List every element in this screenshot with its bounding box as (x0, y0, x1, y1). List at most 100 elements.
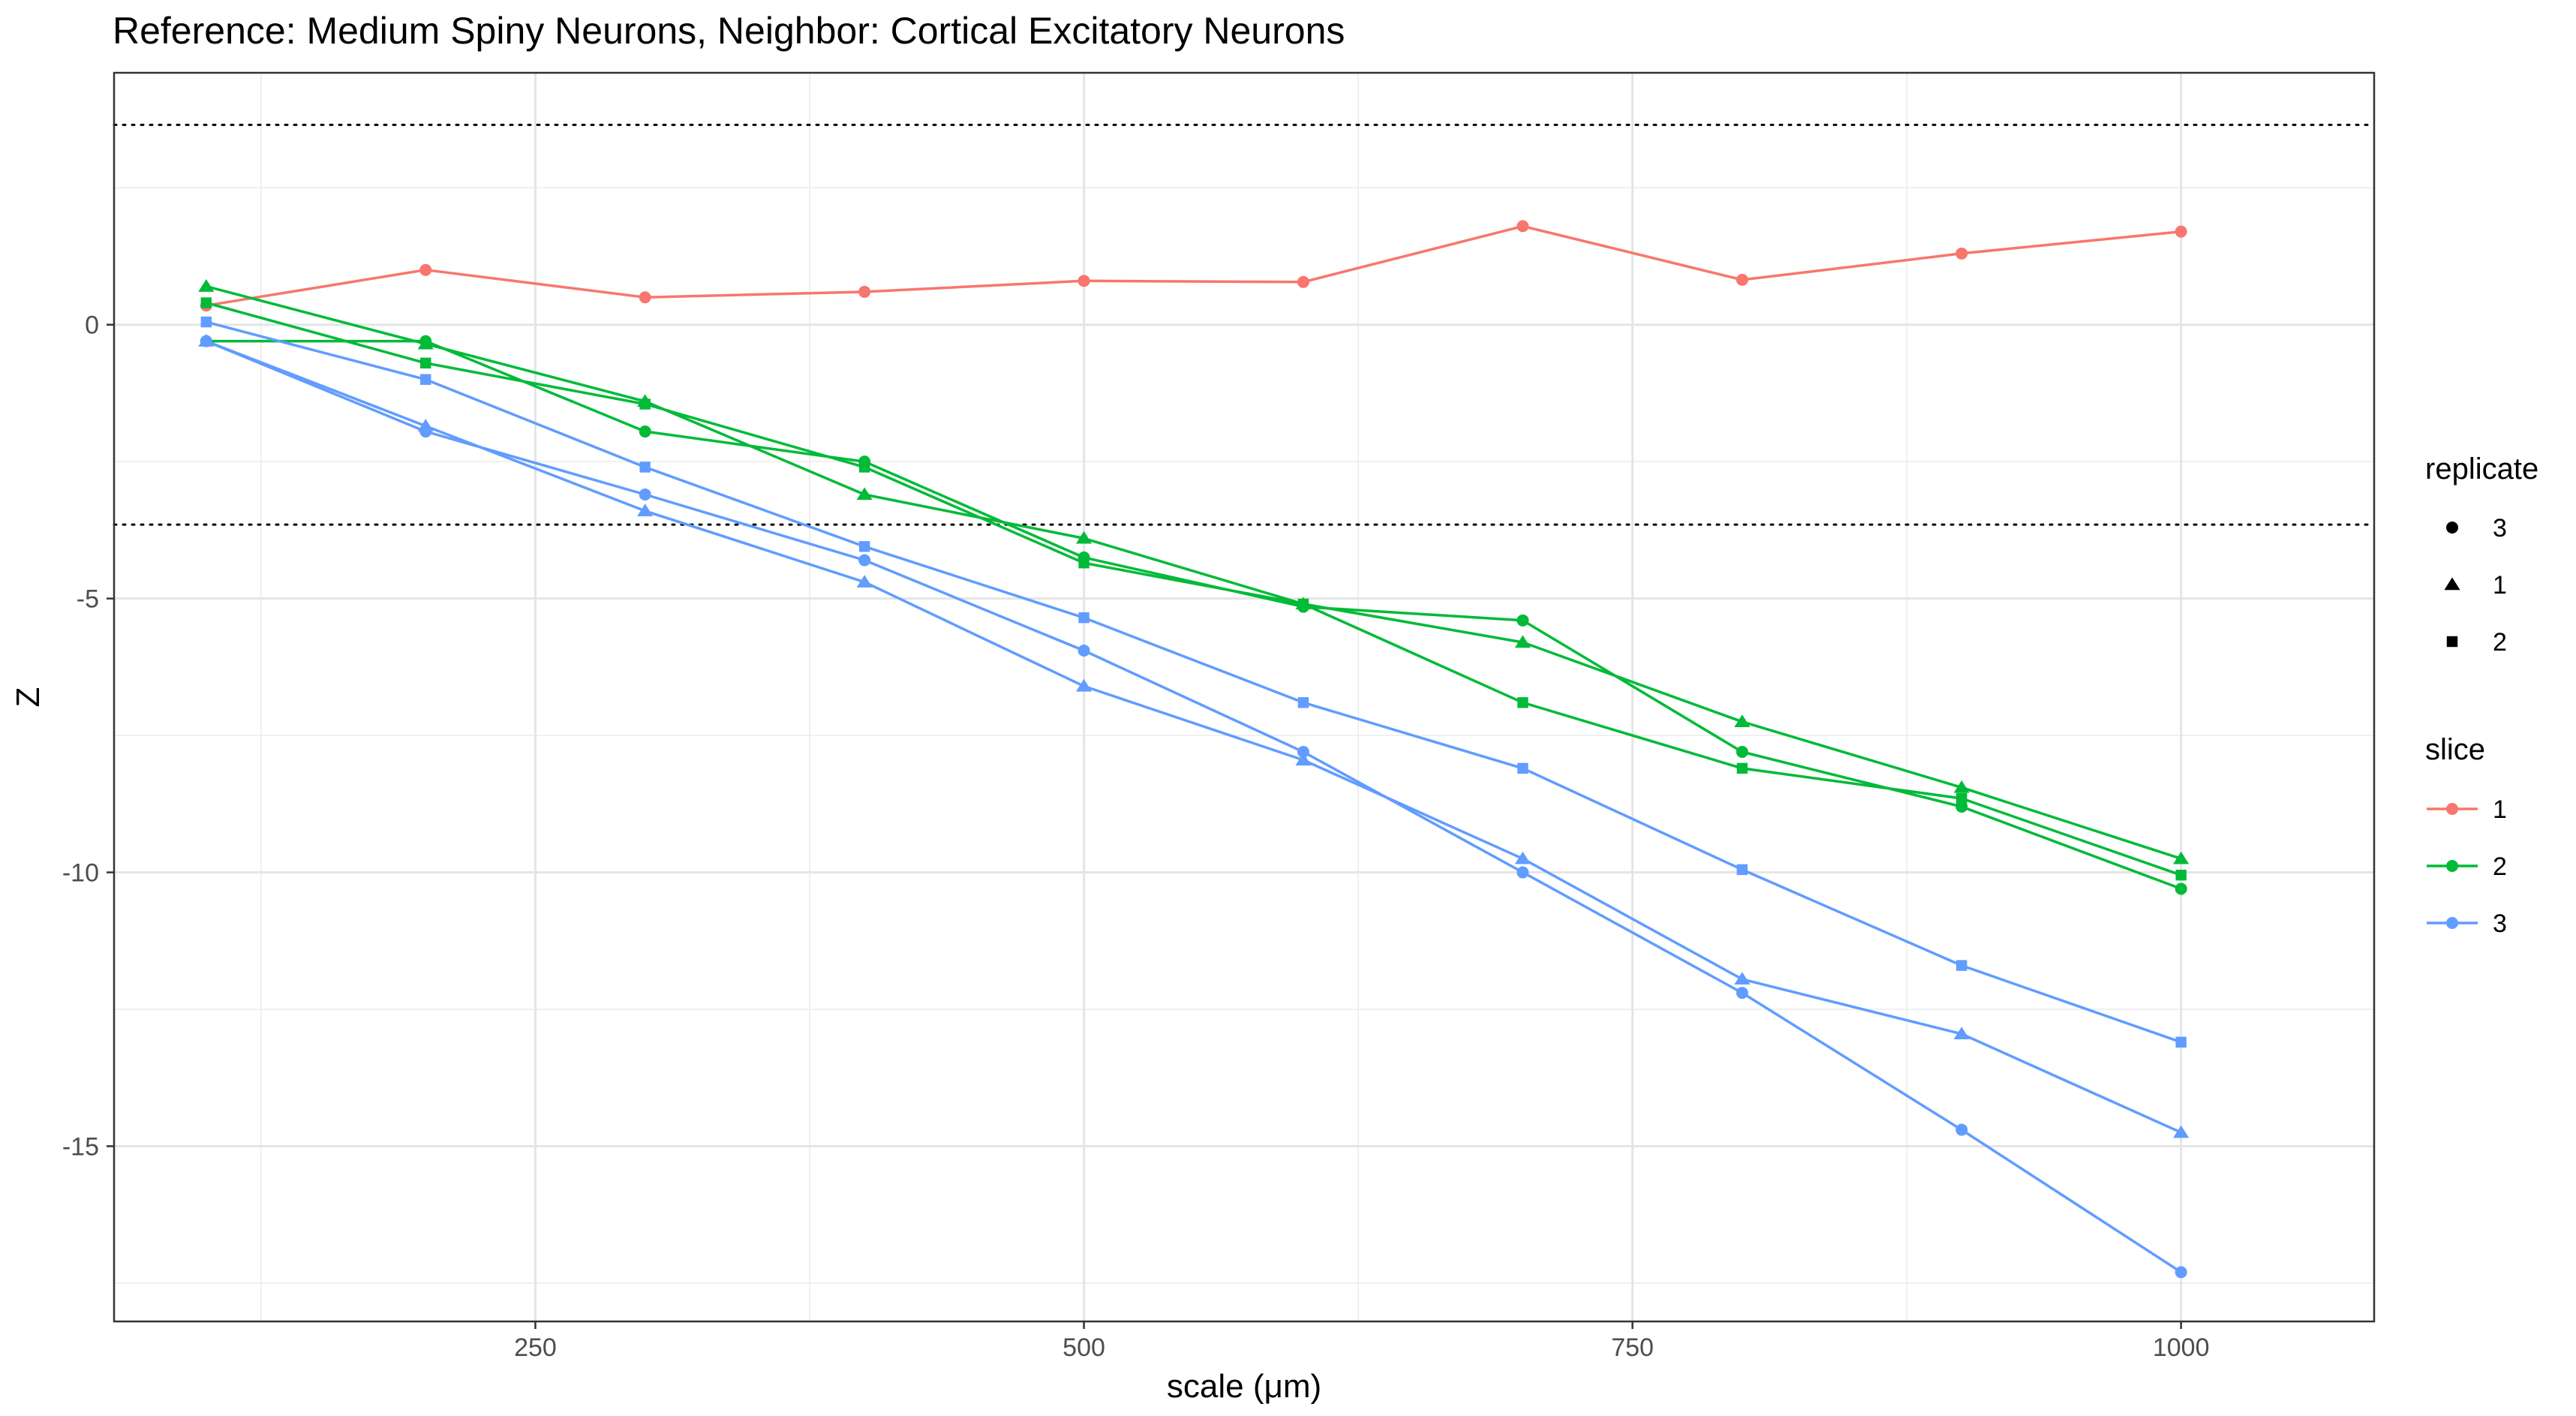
legend-slice-label: 3 (2493, 909, 2507, 938)
data-point-slice3-rep2 (1078, 612, 1090, 624)
data-point-slice2-rep1 (1075, 531, 1093, 544)
grid (114, 73, 2374, 1321)
x-tick-label: 250 (514, 1333, 557, 1362)
x-tick-label: 750 (1611, 1333, 1654, 1362)
legend-key-triangle (2444, 577, 2460, 591)
data-point-slice3-rep1 (1953, 1027, 1970, 1040)
data-point-slice3-rep3 (1955, 1123, 1968, 1136)
data-point-slice1-rep3 (1516, 220, 1529, 233)
data-point-slice2-rep2 (858, 461, 870, 473)
plot-panel-border (113, 71, 2376, 1323)
data-point-slice2-rep3 (1736, 745, 1748, 758)
data-point-slice3-rep2 (1517, 762, 1528, 774)
y-tick-label: -15 (62, 1132, 99, 1161)
legend-key-point (2446, 917, 2458, 929)
data-point-slice3-rep3 (639, 488, 651, 501)
series-lines (206, 224, 2182, 1273)
data-point-slice3-rep1 (417, 419, 434, 431)
legend-slice-label: 1 (2493, 795, 2507, 824)
x-tick-label: 1000 (2153, 1333, 2210, 1362)
data-point-slice2-rep1 (1953, 780, 1970, 793)
legend-key-point (2446, 803, 2458, 815)
data-point-slice3-rep2 (1736, 864, 1748, 876)
data-point-slice3-rep2 (2175, 1036, 2187, 1048)
legend-key-point (2446, 860, 2458, 872)
data-point-slice3-rep3 (858, 554, 871, 567)
legend-replicate-label: 3 (2493, 514, 2507, 543)
data-point-slice3-rep2 (858, 541, 870, 552)
data-point-slice3-rep3 (2175, 1266, 2187, 1279)
legend-replicate-title: replicate (2425, 452, 2538, 486)
data-point-slice2-rep2 (1956, 792, 1967, 804)
data-point-slice2-rep1 (198, 279, 215, 292)
y-axis-title: Z (10, 687, 47, 708)
data-point-slice2-rep2 (2175, 869, 2187, 881)
legend-replicate-label: 2 (2493, 628, 2507, 657)
data-point-slice2-rep1 (856, 487, 873, 501)
series-points (198, 220, 2190, 1279)
data-point-slice2-rep2 (1736, 762, 1748, 774)
data-point-slice2-rep3 (1516, 614, 1529, 627)
data-point-slice2-rep3 (2175, 882, 2187, 895)
data-point-slice1-rep3 (1736, 273, 1748, 286)
y-tick-label: -10 (62, 859, 99, 888)
data-point-slice2-rep1 (1514, 635, 1531, 648)
series-line-slice2-rep1 (206, 284, 2182, 860)
reference-lines (113, 123, 2376, 526)
y-tick-label: 0 (85, 311, 99, 340)
data-point-slice3-rep1 (637, 504, 654, 517)
data-point-slice3-rep3 (1297, 745, 1309, 758)
legend-slice: slice 1 2 3 (2425, 733, 2507, 938)
x-tick-label: 500 (1063, 1333, 1105, 1362)
data-point-slice3-rep2 (639, 461, 651, 473)
y-tick-label: -5 (77, 585, 99, 614)
data-point-slice3-rep1 (2173, 1125, 2190, 1138)
data-point-slice2-rep2 (1297, 598, 1309, 610)
data-point-slice1-rep3 (2175, 225, 2187, 238)
data-point-slice3-rep3 (1736, 987, 1748, 1000)
legend-replicate: replicate 3 1 2 (2425, 452, 2538, 657)
series-line-slice3-rep1 (206, 339, 2182, 1134)
data-point-slice3-rep2 (1297, 697, 1309, 708)
data-point-slice2-rep1 (417, 336, 434, 350)
data-point-slice3-rep1 (856, 575, 873, 588)
x-axis-title: scale (μm) (1167, 1368, 1321, 1405)
data-point-slice3-rep2 (1956, 960, 1967, 971)
data-point-slice3-rep1 (1514, 851, 1531, 864)
data-point-slice3-rep1 (198, 334, 215, 347)
data-point-slice2-rep3 (639, 425, 651, 438)
data-point-slice1-rep3 (858, 285, 871, 298)
data-point-slice1-rep3 (1078, 275, 1090, 287)
legend-key-square (2446, 636, 2458, 648)
data-point-slice1-rep3 (1297, 275, 1309, 288)
legend-replicate-label: 1 (2493, 571, 2507, 600)
data-point-slice2-rep1 (1734, 714, 1751, 728)
data-point-slice2-rep2 (1078, 557, 1090, 569)
series-line-slice1-rep3 (206, 224, 2181, 307)
data-point-slice2-rep2 (200, 297, 212, 308)
data-point-slice1-rep3 (639, 291, 651, 304)
data-point-slice3-rep1 (1734, 972, 1751, 985)
data-point-slice2-rep2 (420, 357, 431, 369)
series-line-slice2-rep3 (206, 339, 2182, 891)
series-line-slice2-rep2 (206, 301, 2182, 876)
data-point-slice3-rep3 (1516, 866, 1529, 879)
series-line-slice3-rep2 (206, 320, 2182, 1044)
data-point-slice3-rep1 (1295, 753, 1312, 766)
data-point-slice1-rep3 (1955, 247, 1968, 260)
series-line-slice3-rep3 (206, 339, 2182, 1273)
legend-slice-label: 2 (2493, 852, 2507, 881)
data-point-slice2-rep2 (639, 398, 651, 410)
legend-slice-title: slice (2425, 733, 2485, 766)
axis-ticks: 250 500 750 1000 0 -5 -10 -15 (62, 311, 2210, 1362)
legend-key-circle (2446, 522, 2458, 534)
data-point-slice3-rep1 (1075, 678, 1093, 692)
data-point-slice3-rep2 (420, 374, 431, 385)
data-point-slice2-rep2 (1517, 697, 1528, 708)
data-point-slice3-rep2 (200, 316, 212, 328)
chart-title: Reference: Medium Spiny Neurons, Neighbo… (113, 10, 1345, 52)
data-point-slice2-rep1 (2173, 851, 2190, 864)
data-point-slice1-rep3 (419, 263, 432, 276)
data-point-slice3-rep3 (1078, 644, 1090, 657)
